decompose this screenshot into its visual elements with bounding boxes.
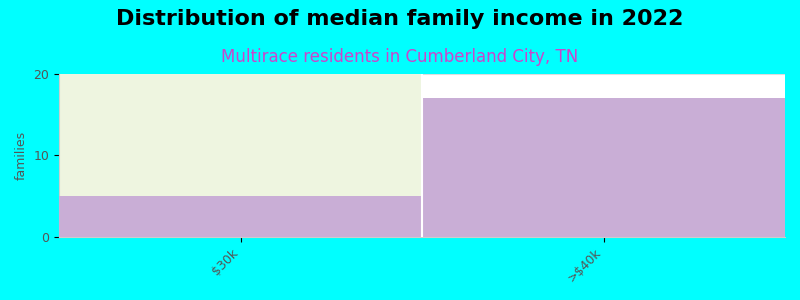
Y-axis label: families: families [15, 131, 28, 180]
Bar [59, 74, 422, 237]
Text: Multirace residents in Cumberland City, TN: Multirace residents in Cumberland City, … [222, 48, 578, 66]
Bar [59, 196, 422, 237]
Text: Distribution of median family income in 2022: Distribution of median family income in … [116, 9, 684, 29]
Bar [422, 98, 785, 237]
